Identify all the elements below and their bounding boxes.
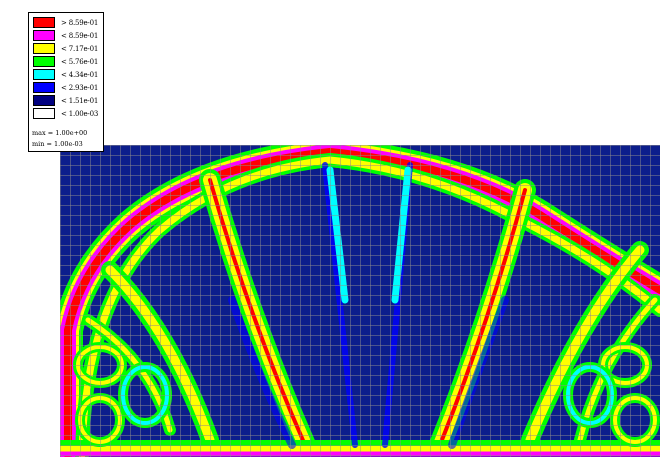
legend-entry: < 8.59e-01 — [33, 30, 98, 41]
legend-label: < 4.34e-01 — [61, 70, 99, 79]
legend-label: < 2.93e-01 — [61, 83, 99, 92]
legend-entry: < 2.93e-01 — [33, 82, 98, 93]
legend-swatch — [33, 95, 55, 106]
legend-label: < 8.59e-01 — [61, 31, 99, 40]
legend-swatch — [33, 82, 55, 93]
legend-entry: < 1.51e-01 — [33, 95, 98, 106]
legend-swatch — [33, 108, 55, 119]
legend-swatch — [33, 69, 55, 80]
legend-entry: < 5.76e-01 — [33, 56, 98, 67]
legend-label: < 5.76e-01 — [61, 57, 99, 66]
finite-element-mesh — [60, 145, 660, 457]
legend-entry: < 1.00e-03 — [33, 108, 98, 119]
legend-label: < 1.51e-01 — [61, 96, 99, 105]
legend-label: < 1.00e-03 — [61, 109, 99, 118]
legend-swatch — [33, 56, 55, 67]
legend-entry: < 7.17e-01 — [33, 43, 98, 54]
legend-swatch — [33, 17, 55, 28]
topology-domain — [60, 145, 660, 457]
color-legend: > 8.59e-01 < 8.59e-01 < 7.17e-01 < 5.76e… — [28, 12, 104, 152]
legend-min-label: min = 1.00e-03 — [32, 140, 83, 148]
legend-swatch — [33, 43, 55, 54]
legend-label: > 8.59e-01 — [61, 18, 99, 27]
legend-swatch — [33, 30, 55, 41]
legend-max-label: max = 1.00e+00 — [32, 129, 88, 137]
legend-label: < 7.17e-01 — [61, 44, 99, 53]
legend-entry: < 4.34e-01 — [33, 69, 98, 80]
legend-entry: > 8.59e-01 — [33, 17, 98, 28]
